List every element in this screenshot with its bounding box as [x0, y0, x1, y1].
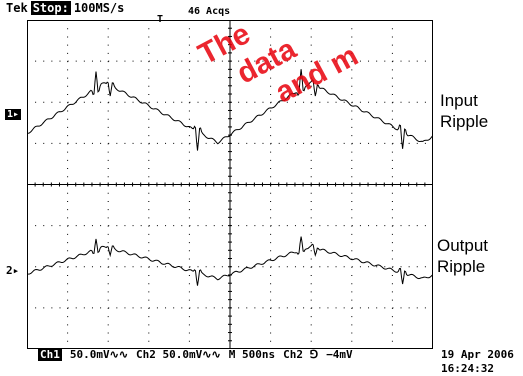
timestamp: 19 Apr 2006 16:24:32 [441, 348, 514, 376]
scope-display [27, 20, 433, 349]
acquisition-count: 46 Acqs [188, 6, 231, 17]
ch2-output-ripple-trace [27, 236, 433, 286]
input-ripple-label: Input Ripple [440, 90, 488, 132]
trigger-position-marker: T [157, 14, 164, 25]
input-label-line1: Input [440, 91, 478, 110]
output-label-line2: Ripple [437, 257, 486, 276]
input-label-line2: Ripple [440, 112, 489, 131]
sample-rate: 100MS/s [73, 1, 125, 15]
timebase: M 500ns [228, 348, 276, 361]
run-state-badge[interactable]: Stop: [30, 1, 71, 15]
channel-settings-bar: Ch1 50.0mV∿∿ Ch2 50.0mV∿∿ M 500ns Ch2 ⅁ −4mV [38, 348, 361, 361]
output-label-line1: Output [437, 236, 489, 255]
ch2-ground-marker[interactable]: 2▸ [6, 264, 20, 277]
ch1-badge[interactable]: Ch1 [38, 348, 62, 361]
waveform-graticule [27, 20, 433, 349]
date-text: 19 Apr 2006 [441, 348, 514, 361]
trigger-source: Ch2 ⅁ [283, 348, 319, 361]
ch1-scale: 50.0mV∿∿ [69, 348, 129, 361]
ch1-ground-marker[interactable]: 1▸ [5, 109, 22, 120]
status-bar: Tek Stop: 100MS/s [6, 1, 127, 15]
ch2-scale: Ch2 50.0mV∿∿ [136, 348, 221, 361]
trigger-level: −4mV [326, 348, 353, 361]
output-ripple-label: Output Ripple [437, 235, 488, 277]
ch1-input-ripple-trace [27, 69, 433, 151]
brand-label: Tek [6, 1, 28, 15]
time-text: 16:24:32 [441, 362, 494, 375]
